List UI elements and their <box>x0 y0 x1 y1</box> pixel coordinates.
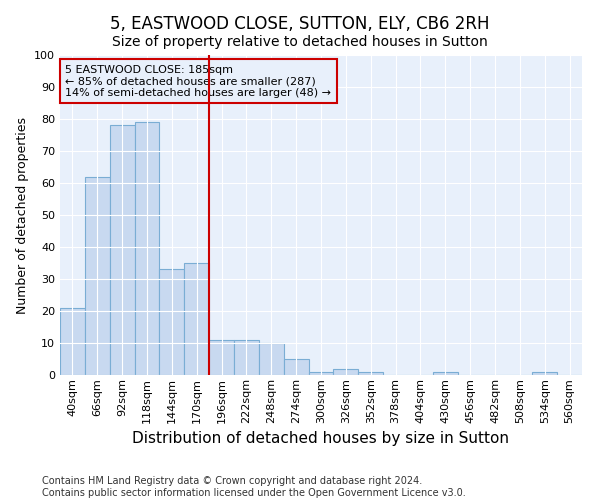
Bar <box>234 340 259 375</box>
Bar <box>160 270 184 375</box>
Bar <box>308 372 334 375</box>
X-axis label: Distribution of detached houses by size in Sutton: Distribution of detached houses by size … <box>133 431 509 446</box>
Bar <box>209 340 234 375</box>
Bar <box>284 359 308 375</box>
Bar <box>259 343 284 375</box>
Bar <box>110 126 134 375</box>
Text: 5, EASTWOOD CLOSE, SUTTON, ELY, CB6 2RH: 5, EASTWOOD CLOSE, SUTTON, ELY, CB6 2RH <box>110 15 490 33</box>
Bar <box>184 263 209 375</box>
Bar <box>358 372 383 375</box>
Bar <box>134 122 160 375</box>
Bar <box>85 176 110 375</box>
Text: Size of property relative to detached houses in Sutton: Size of property relative to detached ho… <box>112 35 488 49</box>
Y-axis label: Number of detached properties: Number of detached properties <box>16 116 29 314</box>
Bar <box>334 368 358 375</box>
Text: Contains HM Land Registry data © Crown copyright and database right 2024.
Contai: Contains HM Land Registry data © Crown c… <box>42 476 466 498</box>
Bar <box>60 308 85 375</box>
Bar <box>532 372 557 375</box>
Text: 5 EASTWOOD CLOSE: 185sqm
← 85% of detached houses are smaller (287)
14% of semi-: 5 EASTWOOD CLOSE: 185sqm ← 85% of detach… <box>65 64 331 98</box>
Bar <box>433 372 458 375</box>
